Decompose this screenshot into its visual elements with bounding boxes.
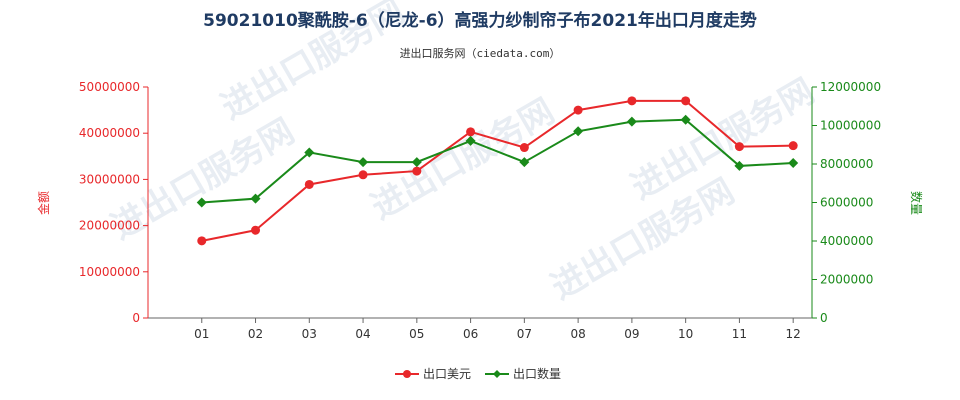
right-tick-label: 0	[820, 311, 828, 325]
data-point	[573, 105, 583, 115]
right-tick-label: 8000000	[820, 157, 873, 171]
legend-label: 出口美元	[423, 367, 471, 381]
x-tick-label: 08	[570, 327, 585, 341]
axes: 0100000002000000030000000400000005000000…	[79, 80, 881, 341]
data-point	[626, 116, 637, 127]
x-tick-label: 07	[517, 327, 532, 341]
x-tick-label: 02	[248, 327, 263, 341]
series-line-2	[201, 118, 794, 204]
x-tick-label: 06	[463, 327, 478, 341]
x-tick-label: 12	[786, 327, 801, 341]
data-point	[304, 147, 315, 158]
data-point	[680, 114, 691, 125]
legend-label: 出口数量	[513, 366, 561, 381]
legend-marker	[403, 370, 411, 378]
legend-item[interactable]: 出口数量	[485, 366, 561, 381]
data-point	[627, 96, 637, 106]
x-tick-label: 01	[194, 327, 209, 341]
chart-title: 59021010聚酰胺-6（尼龙-6）高强力纱制帘子布2021年出口月度走势	[203, 10, 757, 31]
legend-item[interactable]: 出口美元	[395, 367, 471, 381]
data-point	[788, 141, 798, 151]
data-point	[358, 157, 369, 168]
legend-marker	[493, 370, 501, 378]
series-line-1	[201, 99, 794, 242]
data-point	[250, 193, 261, 204]
left-tick-label: 30000000	[79, 172, 140, 186]
data-point	[734, 142, 744, 152]
data-point	[465, 135, 476, 146]
data-point	[196, 197, 207, 208]
data-point	[466, 127, 476, 137]
data-point	[251, 225, 261, 235]
x-tick-label: 03	[302, 327, 317, 341]
x-tick-label: 10	[678, 327, 693, 341]
right-tick-label: 12000000	[820, 80, 881, 94]
left-tick-label: 10000000	[79, 265, 140, 279]
data-point	[573, 126, 584, 137]
right-axis-label: 数量	[909, 191, 924, 215]
left-tick-label: 50000000	[79, 80, 140, 94]
data-point	[681, 96, 691, 106]
watermark-text: 进出口服务网	[365, 91, 562, 228]
data-point	[734, 160, 745, 171]
series-layer	[196, 96, 799, 246]
left-axis-label: 金额	[36, 191, 51, 215]
legend[interactable]: 出口美元 出口数量	[395, 366, 561, 381]
data-point	[519, 157, 530, 168]
left-tick-label: 0	[132, 311, 140, 325]
right-tick-label: 4000000	[820, 234, 873, 248]
data-point	[411, 157, 422, 168]
data-point	[197, 236, 207, 246]
data-point	[412, 166, 422, 176]
data-point	[788, 158, 799, 169]
data-point	[358, 170, 368, 180]
right-tick-label: 2000000	[820, 273, 873, 287]
x-tick-label: 09	[624, 327, 639, 341]
x-tick-label: 11	[732, 327, 747, 341]
x-tick-label: 05	[409, 327, 424, 341]
right-tick-label: 10000000	[820, 119, 881, 133]
right-tick-label: 6000000	[820, 196, 873, 210]
chart-subtitle: 进出口服务网（ciedata.com）	[400, 46, 561, 60]
data-point	[519, 143, 529, 153]
x-tick-label: 04	[355, 327, 370, 341]
left-tick-label: 20000000	[79, 219, 140, 233]
data-point	[304, 179, 314, 189]
left-tick-label: 40000000	[79, 126, 140, 140]
